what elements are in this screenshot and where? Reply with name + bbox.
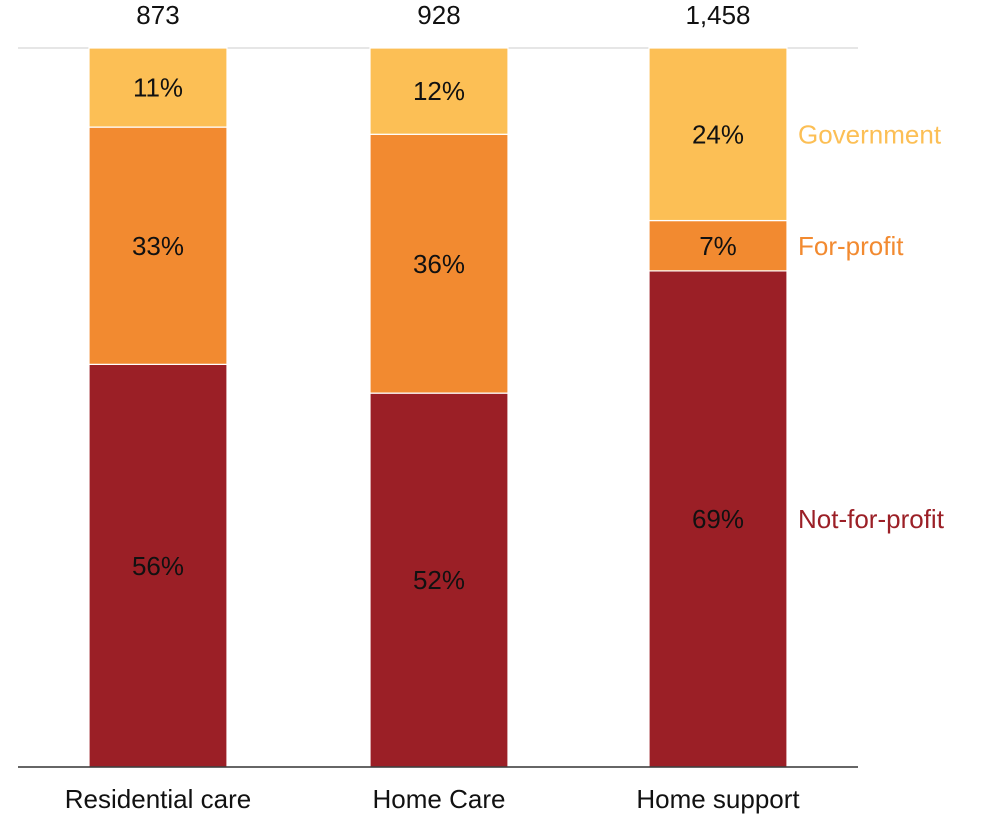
bar-segment <box>88 126 228 365</box>
bar-segment <box>369 392 509 768</box>
category-labels-group: Residential care Home Care Home support <box>65 784 801 814</box>
segment-value-label: 12% <box>413 76 465 106</box>
segment-value-label: 69% <box>692 504 744 534</box>
segment-value-label: 33% <box>132 231 184 261</box>
bar-segment <box>648 219 788 272</box>
bar-total-label: 928 <box>417 0 460 30</box>
category-label: Home support <box>636 784 800 814</box>
bar-total-label: 1,458 <box>685 0 750 30</box>
bar-total-label: 873 <box>136 0 179 30</box>
segment-value-label: 52% <box>413 565 465 595</box>
bar-segment <box>648 270 788 768</box>
bar-segment <box>369 133 509 394</box>
bar-segment <box>369 47 509 135</box>
totals-group: 873 928 1,458 <box>136 0 750 30</box>
category-label: Residential care <box>65 784 251 814</box>
category-label: Home Care <box>373 784 506 814</box>
segment-labels-group: 56% 33% 11% 52% 36% 12% 69% 7% 24% <box>132 73 744 596</box>
legend-group: Not-for-profit For-profit Government <box>798 119 945 534</box>
bars-group <box>88 47 788 768</box>
legend-label: Government <box>798 119 942 149</box>
segment-value-label: 56% <box>132 551 184 581</box>
segment-value-label: 11% <box>133 73 183 103</box>
bar-segment <box>648 47 788 222</box>
segment-value-label: 24% <box>692 119 744 149</box>
legend-label: For-profit <box>798 231 904 261</box>
bar-segment <box>88 47 228 128</box>
segment-value-label: 36% <box>413 249 465 279</box>
segment-value-label: 7% <box>699 231 737 261</box>
legend-label: Not-for-profit <box>798 504 945 534</box>
